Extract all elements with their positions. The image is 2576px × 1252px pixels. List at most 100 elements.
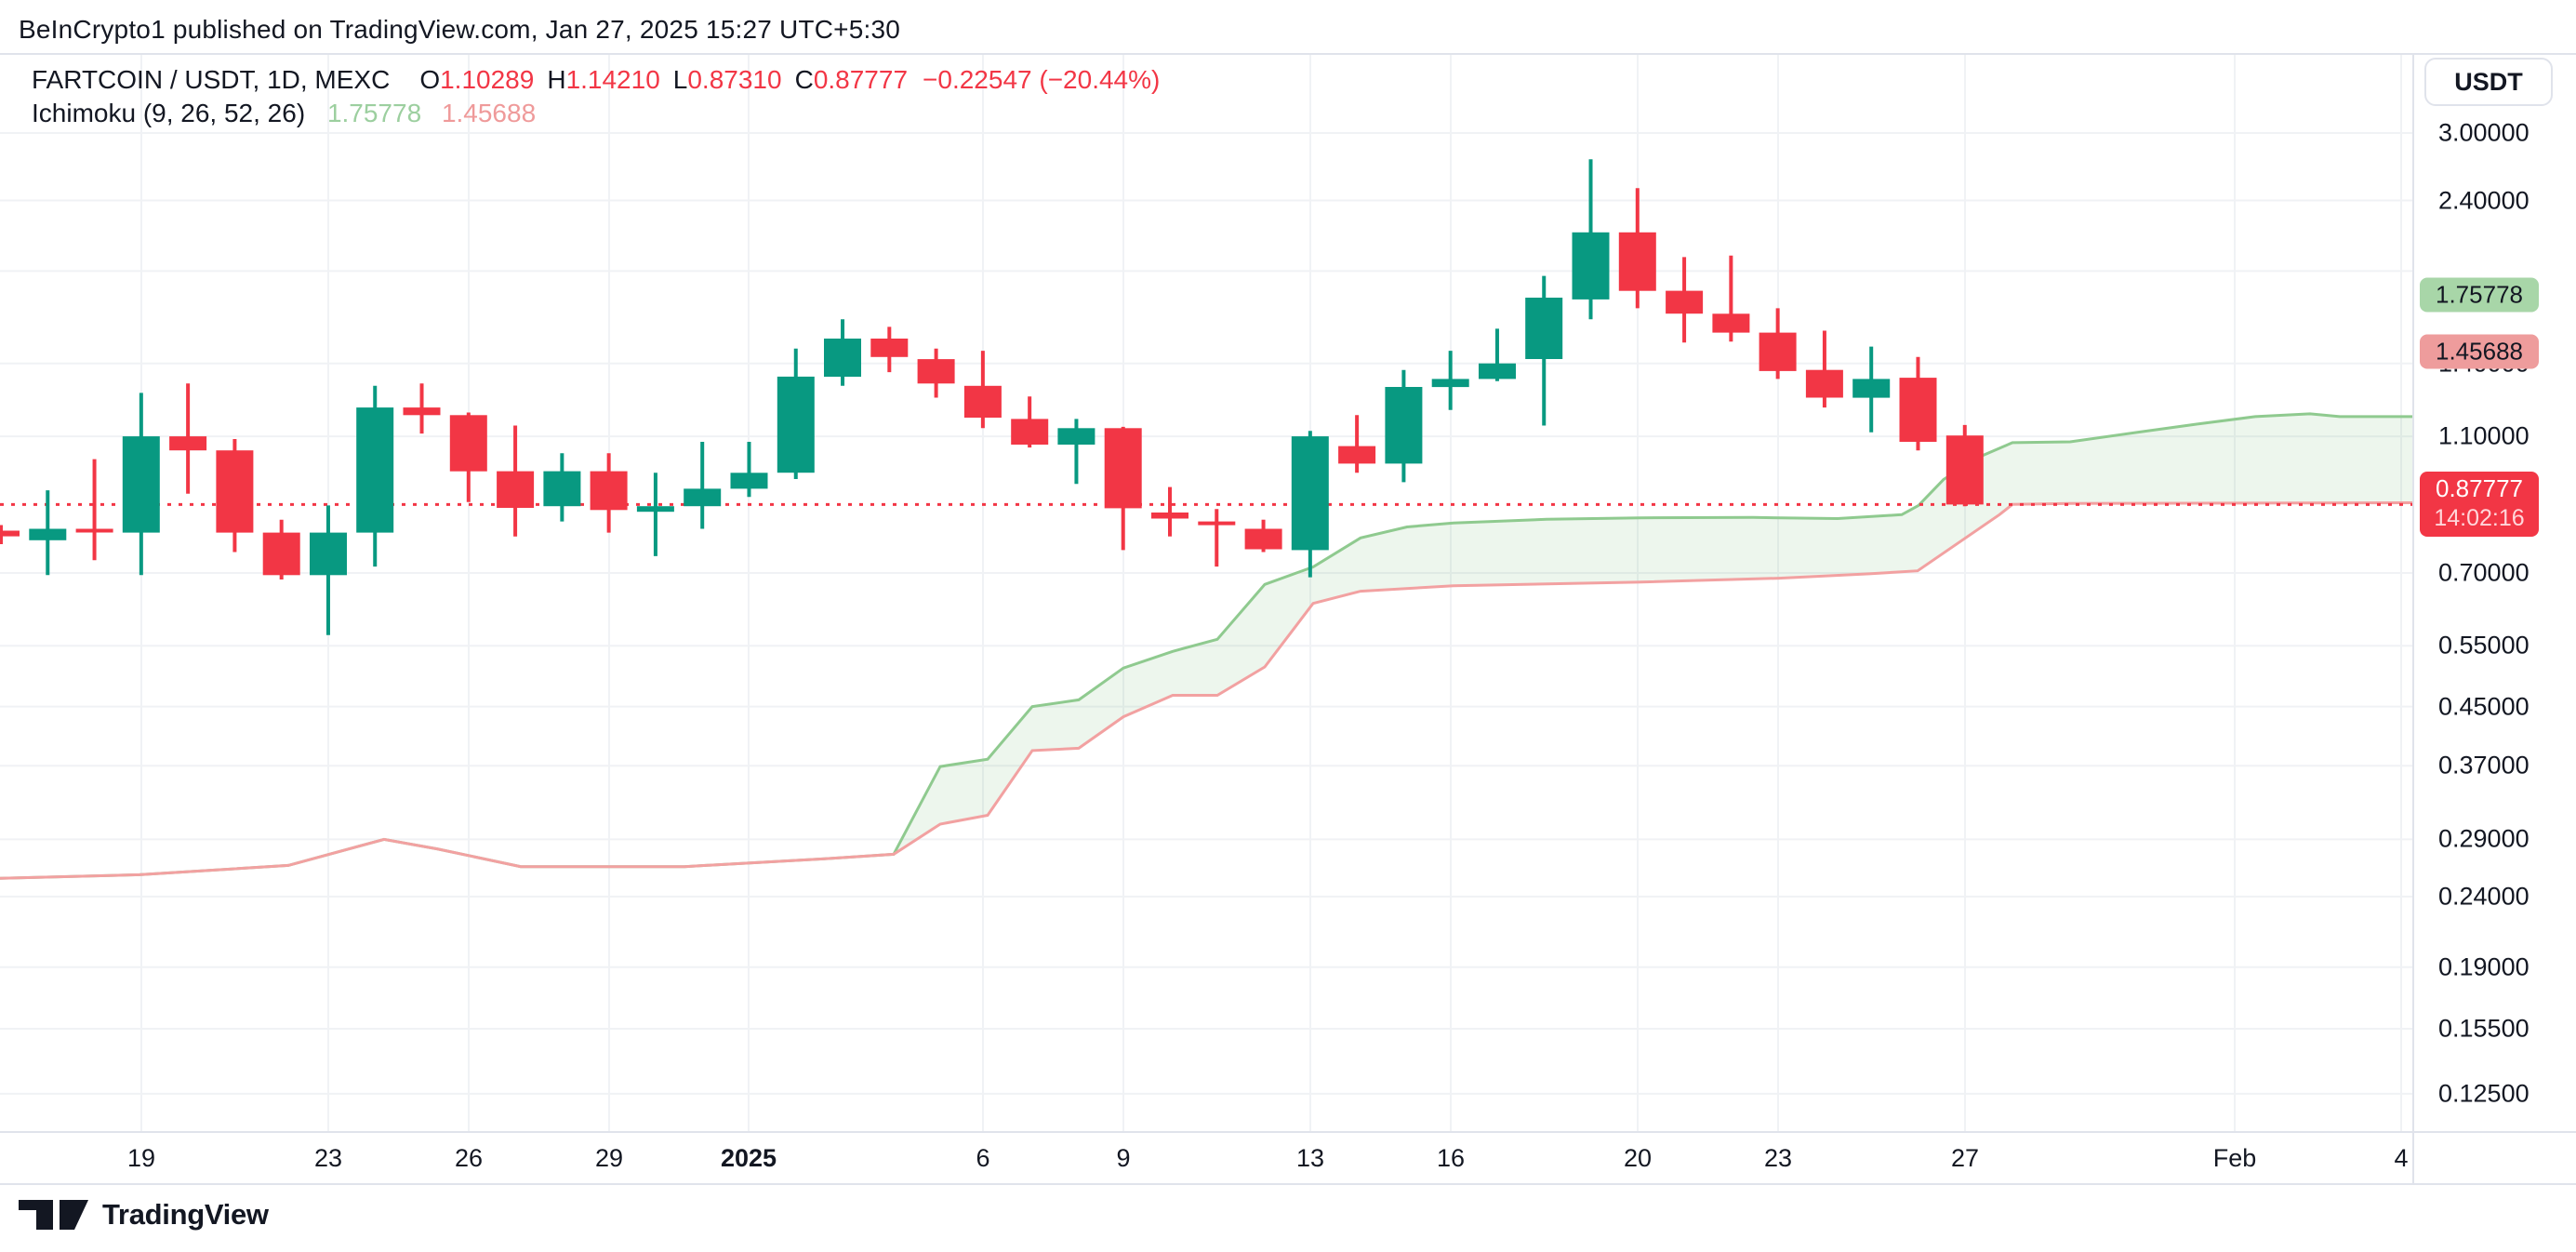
tradingview-logo-icon (19, 1200, 88, 1230)
candle (1431, 351, 1469, 410)
ohlc-value: 1.14210 (565, 65, 660, 94)
ohlc-value: 1.10289 (440, 65, 535, 94)
candle (1338, 415, 1376, 473)
span-a-price-badge: 1.75778 (2420, 277, 2539, 313)
ohlc-letter: C (794, 65, 814, 94)
candle-body (777, 376, 815, 473)
symbol-legend-row[interactable]: FARTCOIN / USDT, 1D, MEXC O1.10289 H1.1421… (32, 63, 1160, 97)
price-axis[interactable]: 3.000002.400001.400001.100000.700000.550… (2413, 54, 2576, 1132)
candle (1759, 308, 1797, 380)
time-axis-label: 20 (1623, 1144, 1653, 1172)
candle-body (824, 339, 861, 377)
candle (824, 319, 861, 386)
candle (310, 505, 347, 635)
candle-body (1618, 232, 1656, 291)
candle-body (1244, 528, 1282, 550)
candle-body (1479, 363, 1516, 380)
candle-body (449, 415, 487, 472)
candle (216, 439, 254, 553)
tradingview-logo-text: TradingView (102, 1198, 269, 1231)
candle-body (122, 436, 160, 533)
candle (1852, 346, 1891, 433)
candle-body (1852, 379, 1891, 398)
ohlc-value: 0.87777 (813, 65, 909, 94)
candle-body (1431, 379, 1469, 388)
candle-body (1759, 332, 1797, 371)
candle-body (870, 339, 909, 357)
time-axis[interactable]: 19 23 26 29 2025 6 9 13 16 20 23 27 Feb 4 (0, 1132, 2576, 1184)
candle-body (356, 407, 394, 533)
ichimoku-cloud (0, 412, 2414, 880)
candle-body (1666, 290, 1704, 314)
candle (0, 525, 20, 544)
ohlc-value: 0.87310 (687, 65, 782, 94)
time-axis-label: 29 (594, 1144, 624, 1172)
candle-body (169, 436, 207, 451)
time-axis-label: 16 (1436, 1144, 1466, 1172)
candle (1104, 426, 1142, 551)
candle-body (1572, 232, 1610, 300)
price-axis-label: 0.15500 (2438, 1014, 2530, 1043)
indicator-legend-row[interactable]: Ichimoku (9, 26, 52, 26) 1.75778 1.45688 (32, 97, 1160, 130)
candle-body (963, 385, 1002, 418)
change-value: −0.22547 (−20.44%) (923, 65, 1161, 94)
price-axis-label: 2.40000 (2438, 186, 2530, 215)
time-axis-label: 2025 (720, 1144, 777, 1172)
cloud-fill (0, 413, 2413, 879)
price-axis-label: 0.55000 (2438, 631, 2530, 659)
candle (1572, 159, 1610, 320)
time-axis-label: 13 (1295, 1144, 1325, 1172)
chart-frame-borders (0, 53, 2576, 1185)
price-axis-label: 1.10000 (2438, 421, 2530, 450)
ohlc-letter: O (419, 65, 441, 94)
candle (1666, 257, 1704, 343)
price-axis-label: 0.19000 (2438, 952, 2530, 981)
candle-body (730, 473, 768, 489)
candle (29, 490, 67, 576)
candle-body (310, 532, 347, 576)
candle-body (262, 532, 300, 576)
candle (1712, 255, 1750, 342)
last-price-badge: 0.87777 14:02:16 (2420, 472, 2539, 538)
candle-body (29, 528, 67, 540)
price-axis-label: 0.70000 (2438, 558, 2530, 587)
candle-body (75, 528, 113, 533)
candle-body (1198, 521, 1236, 526)
candle (262, 519, 300, 579)
candle (730, 442, 768, 498)
time-axis-label: 9 (1116, 1144, 1131, 1172)
candle-body (0, 530, 20, 537)
ohlc-values: O1.10289 H1.14210 L0.87310 C0.87777 (406, 65, 908, 94)
candle (777, 348, 815, 479)
candle (917, 348, 955, 398)
indicator-title: Ichimoku (9, 26, 52, 26) (32, 99, 306, 127)
candle (403, 383, 441, 434)
candle-body (1151, 513, 1188, 519)
candle (590, 453, 628, 533)
candlesticks (0, 159, 1984, 635)
candle (1011, 396, 1049, 448)
currency-toggle-button[interactable]: USDT (2424, 58, 2553, 106)
candle (870, 326, 909, 373)
candle-body (1338, 446, 1376, 464)
candle (1198, 509, 1236, 567)
publish-attribution: BeInCrypto1 published on TradingView.com… (19, 15, 900, 44)
candle-body (1385, 387, 1423, 464)
candle-body (403, 407, 441, 416)
time-axis-label: 26 (454, 1144, 484, 1172)
candle-body (684, 488, 722, 507)
candle-body (1805, 369, 1843, 398)
tradingview-logo[interactable]: TradingView (19, 1198, 269, 1232)
price-axis-label: 0.37000 (2438, 751, 2530, 779)
candle-body (1057, 428, 1095, 445)
candle-body (590, 471, 628, 511)
candle (356, 385, 394, 567)
candle (1805, 330, 1843, 408)
time-axis-label: 4 (2394, 1144, 2409, 1172)
price-axis-label: 3.00000 (2438, 118, 2530, 147)
candle (1151, 486, 1188, 537)
candle (1244, 519, 1282, 553)
candle (449, 412, 487, 502)
